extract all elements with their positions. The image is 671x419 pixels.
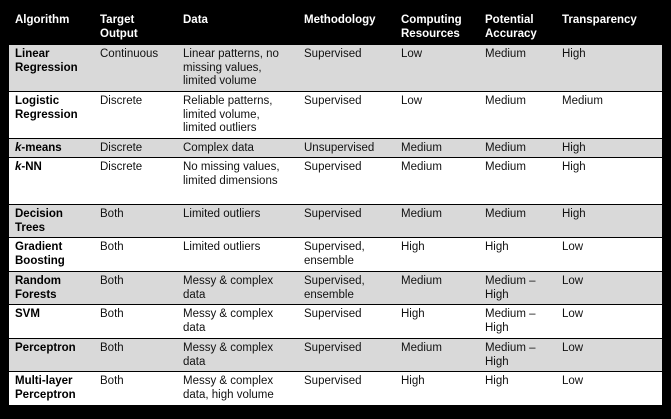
algorithm-name: -means <box>21 142 62 154</box>
data-cell: Linear patterns, no missing values, limi… <box>177 45 298 91</box>
header-transparency: Transparency <box>556 10 662 44</box>
table-row: Linear Regression Continuous Linear patt… <box>9 45 662 91</box>
algorithm-cell: Gradient Boosting <box>9 238 94 271</box>
accuracy-cell: Medium <box>479 139 556 157</box>
methodology-cell: Supervised, ensemble <box>298 238 395 271</box>
transparency-cell: Low <box>556 305 662 338</box>
data-cell: Limited outliers <box>177 205 298 237</box>
table-row: Multi-layer Perceptron Both Messy & comp… <box>9 372 662 405</box>
data-cell: Reliable patterns, limited volume, limit… <box>177 92 298 138</box>
algorithm-cell: SVM <box>9 305 94 338</box>
accuracy-cell: Medium <box>479 205 556 237</box>
algorithm-comparison-table-container: Algorithm Target Output Data Methodology… <box>9 9 662 406</box>
target-output-cell: Both <box>94 305 177 338</box>
methodology-cell: Supervised <box>298 372 395 405</box>
transparency-cell: High <box>556 139 662 157</box>
data-cell: Complex data <box>177 139 298 157</box>
algorithm-cell: Linear Regression <box>9 45 94 91</box>
algorithm-cell: Perceptron <box>9 339 94 371</box>
algorithm-cell: Logistic Regression <box>9 92 94 138</box>
target-output-cell: Both <box>94 205 177 237</box>
table-row: Random Forests Both Messy & complex data… <box>9 272 662 304</box>
transparency-cell: Medium <box>556 92 662 138</box>
methodology-cell: Supervised <box>298 305 395 338</box>
algorithm-cell: Random Forests <box>9 272 94 304</box>
accuracy-cell: Medium <box>479 45 556 91</box>
algorithm-comparison-table: Algorithm Target Output Data Methodology… <box>9 9 662 406</box>
target-output-cell: Discrete <box>94 139 177 157</box>
header-target-output: Target Output <box>94 10 177 44</box>
methodology-cell: Supervised <box>298 205 395 237</box>
header-computing-resources: Computing Resources <box>395 10 479 44</box>
data-cell: Messy & complex data <box>177 272 298 304</box>
accuracy-cell: Medium – High <box>479 305 556 338</box>
target-output-cell: Continuous <box>94 45 177 91</box>
computing-cell: High <box>395 305 479 338</box>
computing-cell: High <box>395 238 479 271</box>
table-row: Perceptron Both Messy & complex data Sup… <box>9 339 662 371</box>
algorithm-cell: Multi-layer Perceptron <box>9 372 94 405</box>
accuracy-cell: High <box>479 238 556 271</box>
transparency-cell: Low <box>556 339 662 371</box>
transparency-cell: Low <box>556 272 662 304</box>
target-output-cell: Both <box>94 272 177 304</box>
header-algorithm: Algorithm <box>9 10 94 44</box>
transparency-cell: High <box>556 45 662 91</box>
computing-cell: Medium <box>395 139 479 157</box>
computing-cell: Medium <box>395 158 479 204</box>
transparency-cell: High <box>556 158 662 204</box>
computing-cell: Medium <box>395 205 479 237</box>
table-row: k-means Discrete Complex data Unsupervis… <box>9 139 662 157</box>
table-row: SVM Both Messy & complex data Supervised… <box>9 305 662 338</box>
algorithm-cell: k-NN <box>9 158 94 204</box>
transparency-cell: Low <box>556 238 662 271</box>
table-row: Decision Trees Both Limited outliers Sup… <box>9 205 662 237</box>
algorithm-name: -NN <box>21 161 42 173</box>
target-output-cell: Both <box>94 339 177 371</box>
algorithm-italic-prefix: k <box>15 161 22 173</box>
accuracy-cell: Medium – High <box>479 272 556 304</box>
target-output-cell: Discrete <box>94 158 177 204</box>
data-cell: Messy & complex data <box>177 339 298 371</box>
accuracy-cell: Medium <box>479 158 556 204</box>
transparency-cell: High <box>556 205 662 237</box>
methodology-cell: Supervised <box>298 45 395 91</box>
header-potential-accuracy: Potential Accuracy <box>479 10 556 44</box>
data-cell: Limited outliers <box>177 238 298 271</box>
algorithm-cell: Decision Trees <box>9 205 94 237</box>
accuracy-cell: Medium <box>479 92 556 138</box>
computing-cell: Low <box>395 92 479 138</box>
algorithm-italic-prefix: k <box>15 142 22 154</box>
computing-cell: Medium <box>395 339 479 371</box>
methodology-cell: Supervised <box>298 92 395 138</box>
table-header-row: Algorithm Target Output Data Methodology… <box>9 10 662 44</box>
table-row: Gradient Boosting Both Limited outliers … <box>9 238 662 271</box>
accuracy-cell: High <box>479 372 556 405</box>
data-cell: No missing values, limited dimensions <box>177 158 298 204</box>
algorithm-cell: k-means <box>9 139 94 157</box>
methodology-cell: Unsupervised <box>298 139 395 157</box>
computing-cell: Medium <box>395 272 479 304</box>
header-data: Data <box>177 10 298 44</box>
target-output-cell: Both <box>94 238 177 271</box>
methodology-cell: Supervised, ensemble <box>298 272 395 304</box>
table-row: Logistic Regression Discrete Reliable pa… <box>9 92 662 138</box>
transparency-cell: Low <box>556 372 662 405</box>
header-methodology: Methodology <box>298 10 395 44</box>
data-cell: Messy & complex data, high volume <box>177 372 298 405</box>
target-output-cell: Both <box>94 372 177 405</box>
data-cell: Messy & complex data <box>177 305 298 338</box>
methodology-cell: Supervised <box>298 339 395 371</box>
table-row: k-NN Discrete No missing values, limited… <box>9 158 662 204</box>
accuracy-cell: Medium – High <box>479 339 556 371</box>
computing-cell: High <box>395 372 479 405</box>
computing-cell: Low <box>395 45 479 91</box>
target-output-cell: Discrete <box>94 92 177 138</box>
methodology-cell: Supervised <box>298 158 395 204</box>
